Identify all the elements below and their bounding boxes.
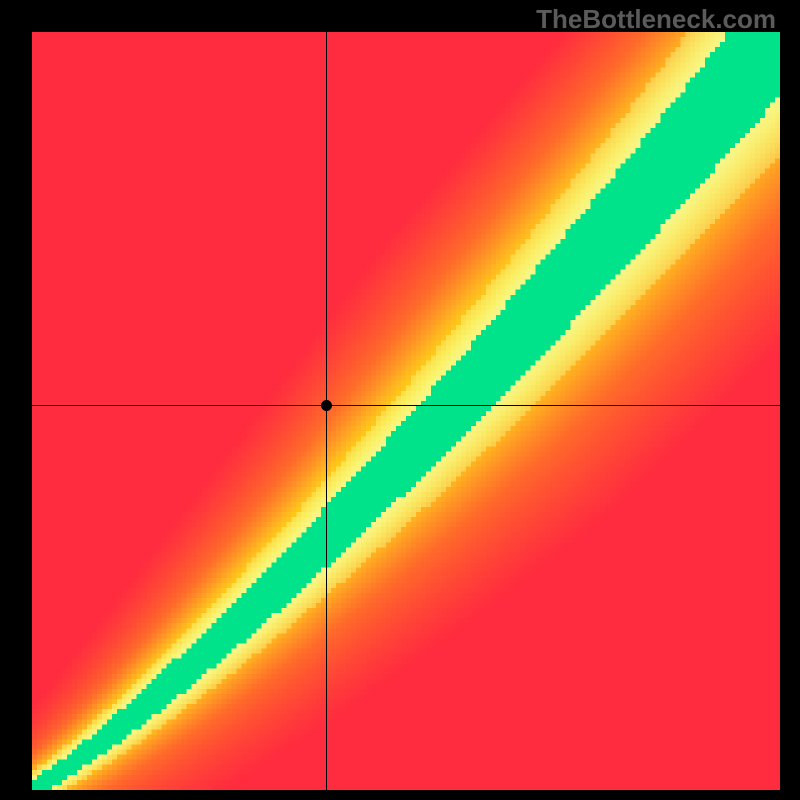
- watermark-text: TheBottleneck.com: [536, 4, 776, 35]
- crosshair-horizontal: [32, 405, 780, 406]
- chart-container: TheBottleneck.com: [0, 0, 800, 800]
- heatmap-canvas: [32, 32, 780, 790]
- crosshair-vertical: [326, 32, 327, 790]
- crosshair-marker: [321, 400, 332, 411]
